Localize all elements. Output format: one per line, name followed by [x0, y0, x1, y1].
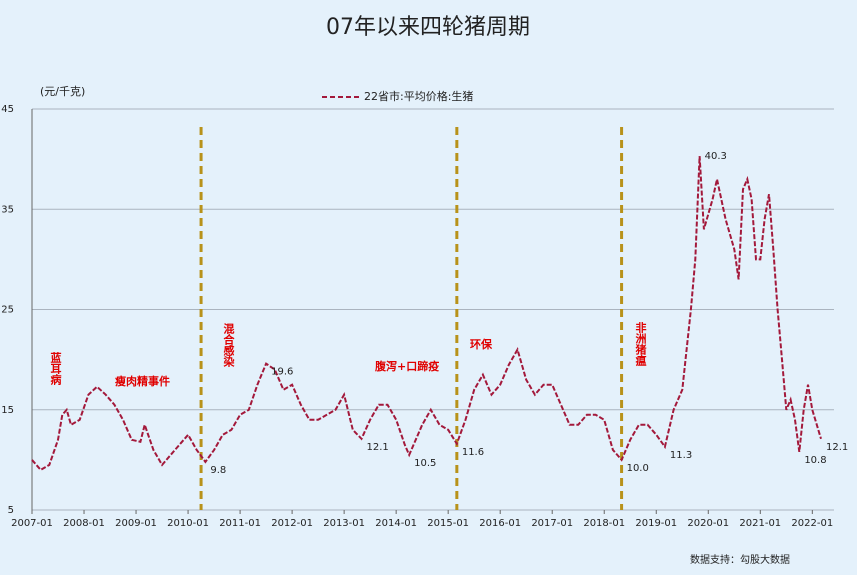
- x-tick-label: 2015-01: [427, 518, 469, 529]
- x-tick-label: 2010-01: [167, 518, 209, 529]
- y-tick-label: 35: [1, 204, 14, 215]
- x-tick-label: 2021-01: [739, 518, 781, 529]
- series-line: [31, 156, 822, 472]
- x-tick-label: 2011-01: [219, 518, 261, 529]
- x-tick-label: 2018-01: [583, 518, 625, 529]
- x-tick-label: 2012-01: [271, 518, 313, 529]
- annotation: 环保: [470, 337, 493, 351]
- y-tick-label: 15: [1, 405, 14, 416]
- value-label: 10.8: [804, 455, 826, 466]
- x-tick-label: 2019-01: [635, 518, 677, 529]
- x-tick-label: 2007-01: [11, 518, 53, 529]
- x-tick-label: 2022-01: [791, 518, 833, 529]
- value-label: 11.3: [670, 450, 692, 461]
- value-label: 40.3: [705, 151, 727, 162]
- x-tick-label: 2009-01: [115, 518, 157, 529]
- value-label: 19.6: [271, 367, 293, 378]
- y-tick-label: 45: [1, 104, 14, 115]
- source: 数据支持：勾股大数据: [690, 553, 790, 566]
- annotation: 腹泻+口蹄疫: [375, 359, 439, 373]
- annotation: 混合感染: [222, 322, 235, 368]
- value-label: 11.6: [462, 447, 484, 458]
- chart-title: 07年以来四轮猪周期: [326, 15, 530, 40]
- value-label: 10.5: [414, 458, 436, 469]
- y-axis-label: (元/千克): [40, 85, 85, 98]
- annotation: 蓝耳病: [49, 351, 62, 386]
- x-tick-label: 2016-01: [479, 518, 521, 529]
- value-label: 12.1: [826, 442, 848, 453]
- value-label: 10.0: [627, 463, 649, 474]
- y-tick-label: 5: [8, 505, 14, 516]
- value-label: 12.1: [366, 442, 388, 453]
- y-tick-label: 25: [1, 305, 14, 316]
- x-tick-label: 2013-01: [323, 518, 365, 529]
- legend-label: 22省市:平均价格:生猪: [364, 89, 473, 103]
- x-tick-label: 2008-01: [63, 518, 105, 529]
- x-tick-label: 2014-01: [375, 518, 417, 529]
- value-label: 9.8: [210, 465, 226, 476]
- annotation: 非洲猪瘟: [634, 321, 648, 367]
- x-tick-label: 2020-01: [687, 518, 729, 529]
- x-tick-label: 2017-01: [531, 518, 573, 529]
- annotation: 瘦肉精事件: [115, 374, 170, 388]
